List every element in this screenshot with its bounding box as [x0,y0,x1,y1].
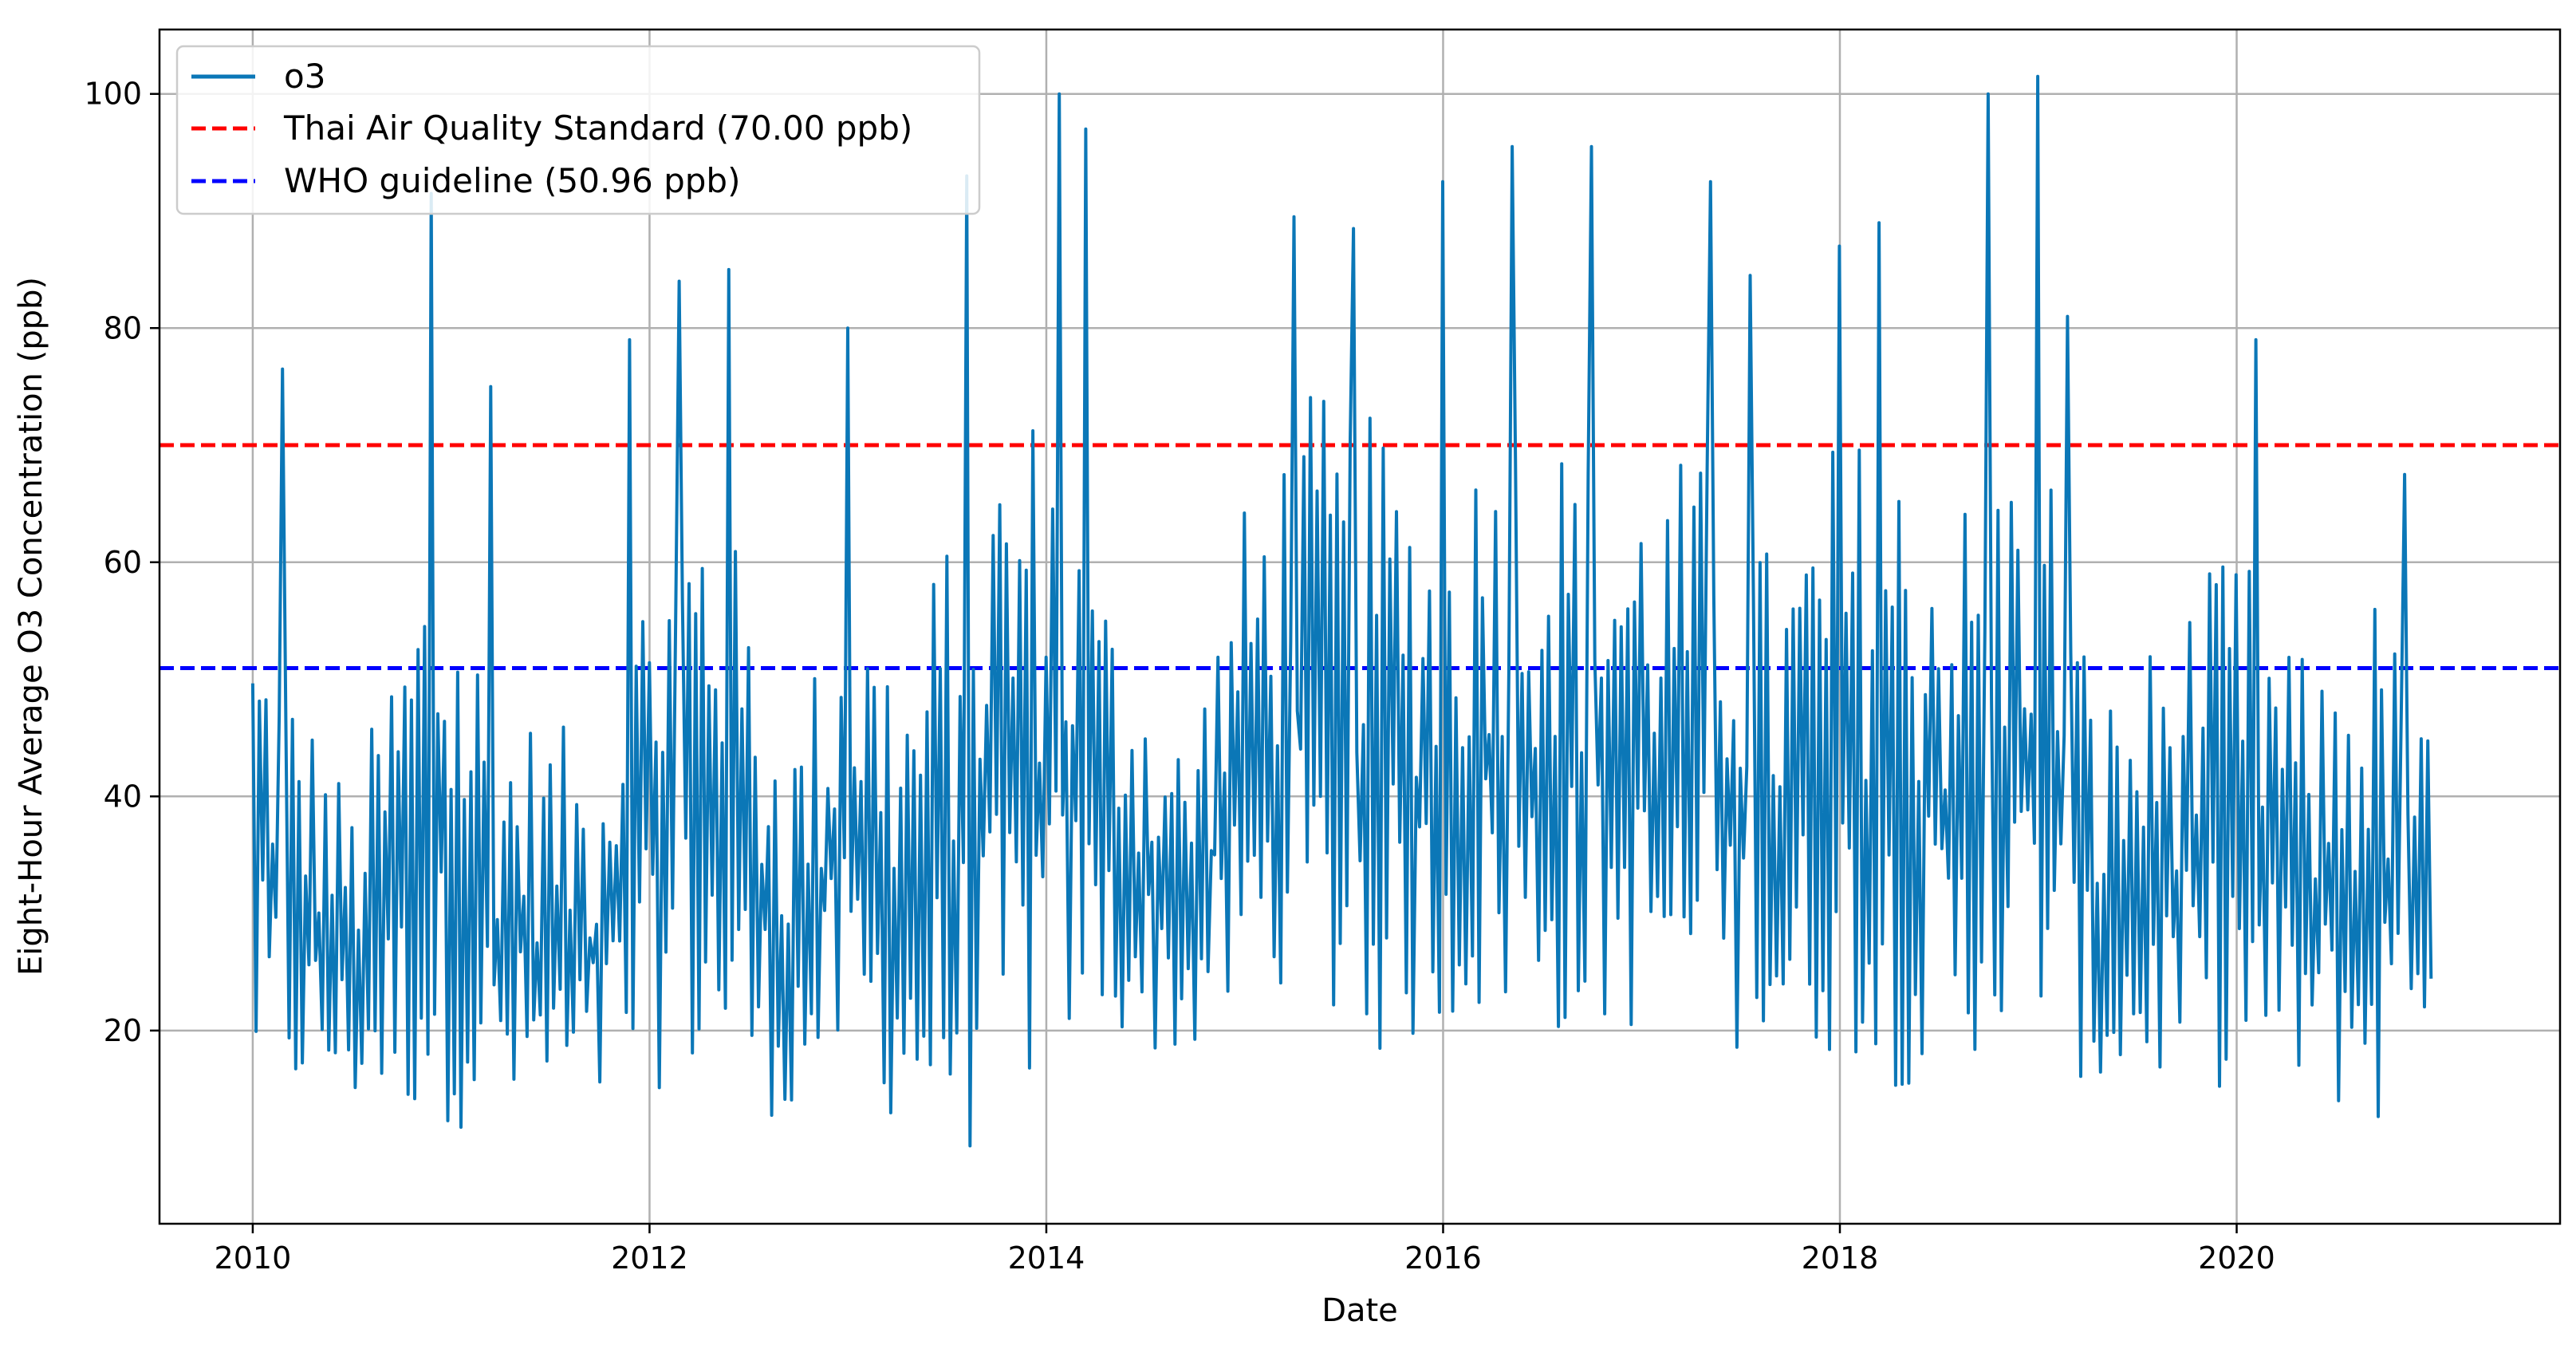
plot-frame [158,28,2562,1225]
legend-label-who-guideline: WHO guideline (50.96 ppb) [284,161,740,200]
x-tick-label-2010: 2010 [215,1240,292,1276]
y-tick-label-100: 100 [84,77,142,112]
y-tick-label-20: 20 [104,1013,142,1048]
legend-label-thai-standard: Thai Air Quality Standard (70.00 ppb) [283,108,912,148]
x-tick-label-2020: 2020 [2198,1240,2275,1276]
x-tick-label-2014: 2014 [1008,1240,1085,1276]
y-tick-label-60: 60 [104,545,142,580]
o3-series-line [250,74,2433,1148]
x-tick-label-2012: 2012 [611,1240,688,1276]
y-axis-label: Eight-Hour Average O3 Concentration (ppb… [13,277,49,976]
x-tick-label-2018: 2018 [1802,1240,1879,1276]
legend-label-o3: o3 [284,57,325,96]
series-layer [250,74,2433,1148]
y-tick-label-40: 40 [104,779,142,814]
reference-lines [160,443,2560,670]
x-tick-label-2016: 2016 [1404,1240,1482,1276]
y-tick-label-80: 80 [104,310,142,345]
legend-box [175,45,981,215]
legend: o3 Thai Air Quality Standard (70.00 ppb)… [175,45,981,215]
x-axis-label: Date [1321,1292,1398,1329]
